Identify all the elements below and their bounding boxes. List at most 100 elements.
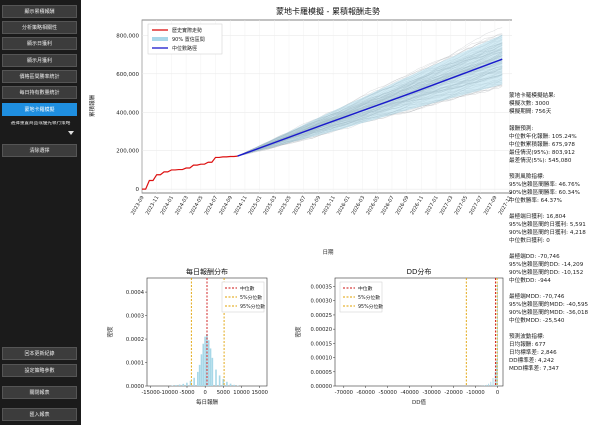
hist2-legend-q95: 95%分位數 (358, 303, 383, 310)
y-tick-label: 0.00025 (311, 313, 332, 319)
x-tick-label: -30000 (422, 390, 440, 396)
update-log-button[interactable]: 回本更新紀錄 (2, 347, 77, 360)
stat-line: 中位數DD: -944 (509, 278, 551, 284)
x-tick-label: 0 (204, 390, 207, 396)
stat-line: 95%信賴區間的MDD: -40,595 (509, 302, 589, 308)
hist-bar (488, 383, 490, 386)
x-tick-label: -70000 (335, 390, 353, 396)
x-tick-label: 2026-03 (351, 195, 367, 216)
y-tick-label: 0.00015 (311, 341, 332, 347)
hist1-xlabel: 每日報酬 (196, 398, 219, 406)
stat-line: 報酬預測: (509, 126, 534, 132)
analyze-strategy-correlation-button[interactable]: 分析策略相關性 (2, 21, 77, 34)
x-tick-label: 2023-11 (145, 195, 161, 216)
x-tick-label: 2025-07 (292, 195, 308, 216)
hist-bar (495, 360, 497, 386)
hist-bar (178, 384, 181, 386)
x-tick-label: 2024-09 (218, 195, 234, 216)
legend-median: 中位數路徑 (172, 45, 197, 52)
y-tick-label: 0.00005 (311, 370, 332, 376)
x-tick-label: -10000 (466, 390, 484, 396)
stat-line: 90%信賴區間的日獲利: 4,218 (509, 230, 586, 236)
stat-line: 95%信賴區間勝率: 46.76% (509, 182, 580, 188)
stat-line: DD標準差: 4,242 (509, 358, 555, 364)
hist-bar (193, 377, 195, 386)
daily-return-histogram: 每日報酬分布 -15000 -10000 -5000 0 5000 10000 15000 … (106, 267, 268, 406)
hist2-legend: 中位數 5%分位數 95%分位數 (339, 281, 383, 313)
stat-line: 最佳情況(95%): 803,912 (509, 150, 575, 156)
stat-line: 90%信賴區間勝率: 60.34% (509, 190, 580, 196)
stat-line: 中位數MDD: -25,540 (509, 318, 565, 324)
y-tick-label: 0.00030 (311, 299, 332, 305)
monte-carlo-button[interactable]: 蒙地卡羅模擬 (2, 103, 77, 116)
stat-line: 蒙地卡羅模擬結果: (509, 93, 556, 99)
stats-panel: 蒙地卡羅模擬結果: 模擬次數: 3000 模擬期間: 756天 報酬預測: 中位數年化報… (509, 0, 600, 425)
y-tick-label: 0.0003 (126, 314, 144, 320)
hist-bar (209, 348, 212, 386)
hist1-legend: 中位數 5%分位數 95%分位數 (221, 281, 265, 313)
x-tick-label: 2025-05 (277, 195, 293, 216)
hist1-legend-q95: 95%分位數 (240, 303, 265, 310)
x-tick-label: 2024-01 (159, 195, 175, 216)
hist-bar (215, 369, 217, 386)
hist2-legend-median: 中位數 (358, 285, 373, 292)
daily-holding-stats-button[interactable]: 每日持有數量統計 (2, 86, 77, 99)
y-tick-label: 0.0000 (126, 384, 144, 390)
hist-bar (233, 384, 235, 386)
hist-bar (202, 343, 205, 386)
stat-line: 95%信賴區間的DD: -14,209 (509, 262, 584, 268)
hist-bar (485, 384, 487, 386)
hist1-legend-median: 中位數 (240, 285, 255, 292)
y-tick-label: 200,000 (116, 149, 139, 155)
hist-bar (218, 375, 221, 386)
hist1-legend-q5: 5%分位數 (240, 294, 262, 301)
x-tick-label: 2026-09 (395, 195, 411, 216)
import-report-button[interactable]: 匯入報表 (2, 408, 77, 421)
show-daily-profit-button[interactable]: 顯示日獲利 (2, 37, 77, 50)
hist2-xlabel: DD值 (412, 398, 426, 406)
stat-line: 日均標準差: 2,846 (509, 350, 557, 356)
hist-bar (490, 381, 492, 386)
hist-bar (492, 378, 494, 386)
show-cumulative-return-button[interactable]: 顯示累積報酬 (2, 5, 77, 18)
median-line (237, 58, 503, 157)
stat-line: 中位數累積報酬: 675,978 (509, 142, 575, 148)
x-tick-label: 2027-01 (424, 195, 440, 216)
clear-selection-button[interactable]: 清除選擇 (2, 144, 77, 157)
x-tick-label: 2027-05 (454, 195, 470, 216)
chevron-down-icon[interactable] (68, 131, 74, 135)
simulated-path (237, 27, 503, 157)
stat-line: 最極端DD: -70,746 (509, 254, 560, 260)
price-range-winrate-button[interactable]: 價格區間勝率統計 (2, 70, 77, 83)
hist-bar (175, 385, 177, 386)
dd-histogram: DD分布 -70000 -60000 -50000 -40000 -30000 -2000… (294, 267, 504, 406)
x-tick-label: -60000 (357, 390, 375, 396)
hist-bar (198, 364, 201, 386)
y-tick-label: 0.00035 (311, 285, 332, 291)
hist-bar (200, 354, 203, 386)
hist1-title: 每日報酬分布 (186, 267, 228, 276)
x-tick-label: 0 (496, 390, 499, 396)
stat-line: 最極端日獲利: 16,804 (509, 214, 566, 220)
close-report-button[interactable]: 關閉報表 (2, 386, 77, 399)
stat-line: MDD標準差: 7,347 (509, 366, 559, 372)
y-tick-label: 0.00020 (311, 327, 332, 333)
hist2-title: DD分布 (407, 267, 432, 276)
hist-bar (483, 385, 485, 386)
hist-bar (204, 336, 206, 386)
x-tick-label: 10000 (233, 390, 250, 396)
hist-bar (229, 383, 232, 386)
hist-bar (207, 340, 210, 386)
x-tick-label: -20000 (444, 390, 462, 396)
x-tick-label: 2026-11 (409, 195, 425, 216)
stat-line: 最極端MDD: -70,746 (509, 294, 565, 300)
stat-line: 日均報酬: 677 (509, 342, 546, 348)
show-monthly-profit-button[interactable]: 顯示月獲利 (2, 54, 77, 67)
main-chart-xlabel: 日期 (322, 249, 334, 256)
report-content: 蒙地卡羅模擬 - 累積報酬走勢 0 200,000 400,000 600,000 80… (82, 0, 600, 425)
x-tick-label: 2026-01 (336, 195, 352, 216)
x-tick-label: 15000 (251, 390, 268, 396)
strategy-params-button[interactable]: 設定策略參數 (2, 364, 77, 377)
hist-bar (494, 371, 496, 386)
x-tick-label: 2024-05 (189, 195, 205, 216)
